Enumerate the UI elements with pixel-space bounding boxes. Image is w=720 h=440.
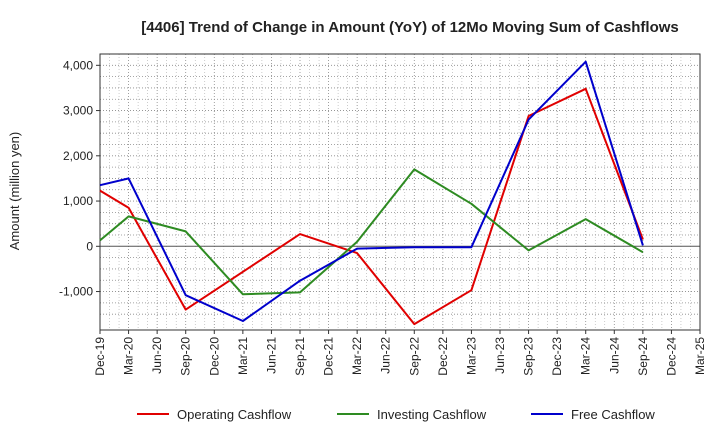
x-tick-label: Jun-23 (493, 337, 507, 374)
x-tick-label: Jun-22 (379, 337, 393, 374)
x-tick-label: Sep-21 (293, 337, 307, 376)
y-tick-label: 3,000 (63, 104, 93, 118)
series-line-operating-cashflow (99, 87, 644, 326)
legend-label-operating-cashflow: Operating Cashflow (177, 407, 292, 422)
x-tick-label: Mar-21 (236, 337, 250, 375)
series (99, 60, 644, 326)
chart-title: [4406] Trend of Change in Amount (YoY) o… (141, 19, 679, 36)
x-tick-label: Mar-22 (350, 337, 364, 375)
series-line-investing-cashflow (99, 168, 644, 296)
y-axis: -1,000 0 1,000 2,000 3,000 4,000 (59, 58, 100, 299)
y-tick-label: -1,000 (59, 285, 93, 299)
y-axis-title: Amount (million yen) (7, 132, 22, 251)
x-axis: Dec-19 Mar-20 Jun-20 Sep-20 Dec-20 Mar-21 Jun-… (93, 330, 707, 376)
x-tick-label: Dec-20 (207, 337, 221, 376)
y-tick-label: 0 (86, 239, 93, 253)
plot-area (99, 53, 701, 331)
x-tick-label: Sep-20 (179, 337, 193, 376)
series-line-free-cashflow (99, 60, 644, 322)
x-tick-label: Mar-25 (693, 337, 707, 375)
legend: Operating Cashflow Investing Cashflow Free… (137, 407, 655, 422)
x-tick-label: Jun-20 (150, 337, 164, 374)
x-tick-label: Dec-19 (93, 337, 107, 376)
legend-label-investing-cashflow: Investing Cashflow (377, 407, 487, 422)
y-tick-label: 4,000 (63, 58, 93, 72)
x-tick-label: Sep-24 (636, 337, 650, 376)
x-tick-label: Dec-24 (664, 337, 678, 376)
x-tick-label: Dec-21 (322, 337, 336, 376)
x-tick-label: Mar-24 (579, 337, 593, 375)
x-tick-label: Sep-23 (522, 337, 536, 376)
y-tick-label: 2,000 (63, 149, 93, 163)
x-tick-label: Mar-23 (464, 337, 478, 375)
y-tick-label: 1,000 (63, 194, 93, 208)
x-tick-label: Jun-21 (264, 337, 278, 374)
x-tick-label: Dec-23 (550, 337, 564, 376)
x-tick-label: Mar-20 (122, 337, 136, 375)
x-tick-label: Jun-24 (607, 337, 621, 374)
grid (99, 54, 701, 330)
legend-label-free-cashflow: Free Cashflow (571, 407, 655, 422)
x-tick-label: Sep-22 (407, 337, 421, 376)
x-tick-label: Dec-22 (436, 337, 450, 376)
